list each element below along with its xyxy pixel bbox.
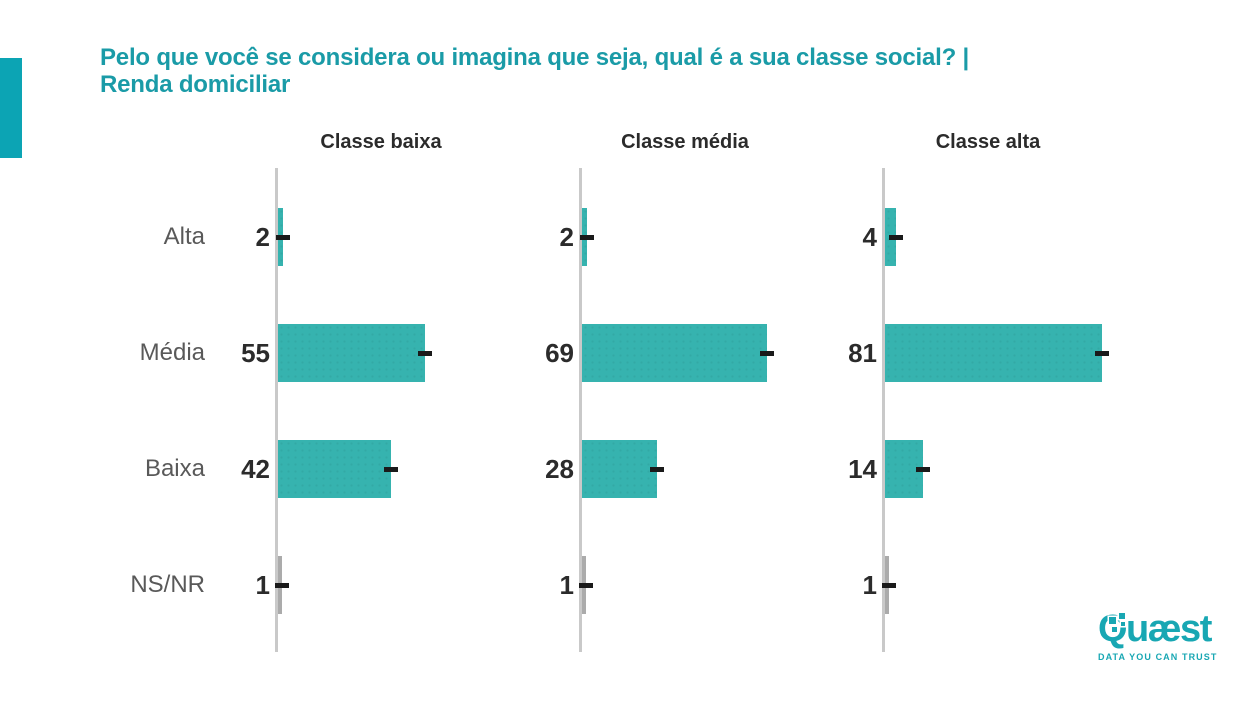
- quaest-tagline: DATA YOU CAN TRUST: [1098, 652, 1218, 662]
- bar: [278, 324, 426, 382]
- bar: [582, 324, 767, 382]
- logo-pixel-square: [1121, 622, 1125, 626]
- bar-end-marker: [888, 235, 903, 240]
- value-label: 81: [848, 338, 877, 368]
- bar-end-marker: [759, 351, 774, 356]
- row-label: Média: [139, 339, 205, 366]
- accent-bar: [0, 58, 22, 158]
- value-label: 28: [545, 454, 574, 484]
- row-label: Alta: [163, 223, 205, 250]
- axis-line: [882, 168, 885, 652]
- row-label: Baixa: [144, 455, 205, 482]
- value-label: 2: [559, 222, 574, 252]
- quaest-wordmark: Quæst: [1098, 608, 1212, 650]
- bar-end-marker: [418, 351, 433, 356]
- value-label: 42: [241, 454, 270, 484]
- bar: [278, 440, 391, 498]
- value-label: 2: [255, 222, 270, 252]
- bar-end-marker: [650, 467, 665, 472]
- value-label: 14: [848, 454, 877, 484]
- axis-line: [579, 168, 582, 652]
- row-label: NS/NR: [130, 571, 205, 598]
- value-label: 4: [862, 222, 877, 252]
- bar-end-marker: [580, 235, 595, 240]
- value-label: 1: [255, 570, 270, 600]
- value-label: 1: [862, 570, 877, 600]
- chart-title-line2: Renda domiciliar: [100, 71, 291, 98]
- bar-end-marker: [881, 583, 896, 588]
- bar-end-marker: [274, 583, 289, 588]
- panel-header: Classe baixa: [320, 131, 442, 153]
- chart-title-line1: Pelo que você se considera ou imagina qu…: [100, 44, 970, 71]
- axis-line: [275, 168, 278, 652]
- bar-end-marker: [1095, 351, 1110, 356]
- bar-end-marker: [383, 467, 398, 472]
- bar-end-marker: [915, 467, 930, 472]
- logo-pixel-square: [1119, 613, 1125, 619]
- panel-header: Classe média: [621, 131, 749, 153]
- logo-pixel-square: [1109, 617, 1116, 624]
- bar: [582, 440, 658, 498]
- logo-pixel-square: [1112, 627, 1117, 632]
- chart-title: Pelo que você se considera ou imagina qu…: [100, 44, 1120, 98]
- value-label: 55: [241, 338, 270, 368]
- bar-end-marker: [276, 235, 291, 240]
- bar: [885, 324, 1103, 382]
- value-label: 69: [545, 338, 574, 368]
- value-label: 1: [559, 570, 574, 600]
- bar-end-marker: [578, 583, 593, 588]
- panel-header: Classe alta: [935, 131, 1041, 153]
- quaest-logo: Quæst DATA YOU CAN TRUST: [1098, 608, 1228, 662]
